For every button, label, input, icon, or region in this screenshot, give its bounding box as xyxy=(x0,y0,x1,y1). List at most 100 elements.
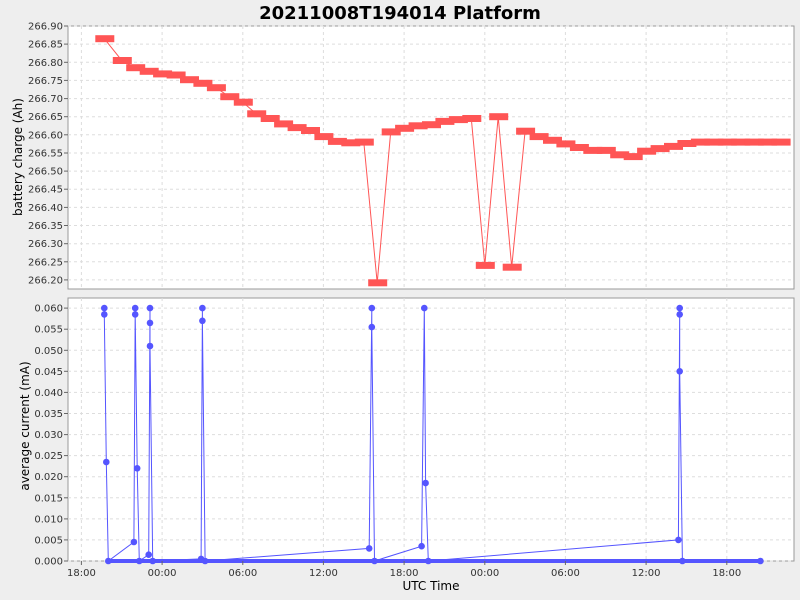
average-current-point xyxy=(368,304,376,312)
y-tick-label: 0.040 xyxy=(34,388,63,399)
battery-charge-point xyxy=(112,57,132,64)
battery-charge-point xyxy=(180,76,199,84)
x-tick-label: 18:00 xyxy=(390,568,419,579)
average-current-point xyxy=(676,311,683,318)
battery-charge-y-ticks: 266.20 266.25 266.30 266.35 266.40 266.45 266.… xyxy=(28,22,68,286)
battery-charge-point xyxy=(744,138,764,146)
y-tick-label: 266.40 xyxy=(28,203,63,214)
battery-charge-plot-area xyxy=(67,25,795,290)
y-tick-label: 0.045 xyxy=(34,367,63,378)
x-tick-label: 00:00 xyxy=(148,568,177,579)
battery-charge-point xyxy=(623,153,643,161)
battery-charge-panel: 266.20 266.25 266.30 266.35 266.40 266.45 266.… xyxy=(11,22,795,290)
average-current-point xyxy=(368,323,376,331)
battery-charge-point xyxy=(690,138,710,146)
average-current-point xyxy=(371,557,378,565)
battery-charge-point xyxy=(475,261,495,269)
x-axis-label: UTC Time xyxy=(403,579,460,593)
y-tick-label: 0.000 xyxy=(34,557,63,568)
y-tick-label: 0.050 xyxy=(34,346,63,357)
y-tick-label: 266.60 xyxy=(28,130,63,141)
x-tick-label: 18:00 xyxy=(67,568,96,579)
battery-charge-point xyxy=(368,279,388,287)
battery-charge-point xyxy=(758,138,778,146)
battery-charge-point xyxy=(341,139,361,147)
average-current-point xyxy=(425,557,432,565)
battery-charge-point xyxy=(569,144,589,151)
battery-charge-grid xyxy=(68,25,794,289)
battery-charge-point xyxy=(247,110,267,118)
y-tick-label: 266.55 xyxy=(28,149,63,160)
battery-charge-point xyxy=(327,137,347,145)
average-current-point xyxy=(146,342,154,350)
average-current-point xyxy=(757,557,764,565)
battery-charge-point xyxy=(274,120,294,128)
battery-charge-point xyxy=(193,79,213,87)
battery-charge-point xyxy=(664,142,683,150)
y-tick-label: 0.005 xyxy=(34,535,63,546)
battery-charge-y-axis-label: battery charge (Ah) xyxy=(11,98,25,216)
average-current-point xyxy=(101,311,108,318)
battery-charge-point xyxy=(516,127,536,135)
average-current-point xyxy=(676,368,683,375)
battery-charge-point xyxy=(489,113,509,121)
average-current-point xyxy=(676,304,683,312)
average-current-point xyxy=(679,557,686,565)
average-current-point xyxy=(146,304,154,312)
x-tick-label: 06:00 xyxy=(551,568,580,579)
y-tick-label: 266.70 xyxy=(28,94,63,105)
battery-charge-point xyxy=(206,84,226,92)
average-current-y-axis-label: average current (mA) xyxy=(18,361,32,490)
battery-charge-point xyxy=(126,64,146,72)
average-current-point xyxy=(421,304,428,312)
battery-charge-point xyxy=(395,124,415,132)
battery-charge-point xyxy=(502,263,522,271)
average-current-point xyxy=(145,551,152,558)
battery-charge-point xyxy=(529,133,549,141)
battery-charge-point xyxy=(287,124,307,132)
x-tick-label: 06:00 xyxy=(228,568,257,579)
y-tick-label: 0.030 xyxy=(34,430,63,441)
y-tick-label: 266.65 xyxy=(28,112,63,123)
average-current-point xyxy=(146,319,154,327)
average-current-point xyxy=(418,542,425,550)
average-current-series xyxy=(101,304,764,565)
y-tick-label: 266.80 xyxy=(28,58,63,69)
y-tick-label: 0.010 xyxy=(34,514,63,525)
battery-charge-point xyxy=(677,140,697,147)
average-current-point xyxy=(105,557,112,565)
average-current-point xyxy=(199,304,206,312)
battery-charge-point xyxy=(301,127,320,134)
y-tick-label: 266.85 xyxy=(28,40,63,51)
average-current-point xyxy=(201,557,209,565)
y-tick-label: 0.035 xyxy=(34,409,63,420)
average-current-point xyxy=(131,311,139,318)
battery-charge-point xyxy=(556,140,576,148)
y-tick-label: 266.50 xyxy=(28,167,63,178)
battery-charge-point xyxy=(408,122,428,130)
y-tick-label: 266.35 xyxy=(28,221,63,232)
x-tick-label: 12:00 xyxy=(632,568,661,579)
average-current-y-ticks: 0.000 0.005 0.010 0.015 0.020 0.025 0.030 0.035… xyxy=(34,304,68,568)
battery-charge-point xyxy=(166,71,186,79)
average-current-point xyxy=(675,536,682,544)
battery-charge-point xyxy=(637,147,657,155)
x-axis-ticks: 18:00 00:00 06:00 12:00 18:00 00:00 06:00 12:00… xyxy=(67,561,741,579)
y-tick-label: 266.75 xyxy=(28,76,63,87)
battery-charge-point xyxy=(771,138,791,146)
average-current-point xyxy=(130,538,138,546)
battery-charge-point xyxy=(448,116,468,124)
battery-charge-point xyxy=(95,35,115,43)
y-tick-label: 0.060 xyxy=(34,304,63,315)
average-current-plot-area xyxy=(67,297,795,562)
x-tick-label: 18:00 xyxy=(712,568,741,579)
battery-charge-point xyxy=(422,121,441,129)
battery-charge-point xyxy=(153,70,173,78)
battery-charge-point xyxy=(314,133,334,141)
battery-charge-point xyxy=(610,151,630,159)
battery-charge-point xyxy=(731,138,751,146)
average-current-point xyxy=(101,304,108,312)
average-current-panel: 0.000 0.005 0.010 0.015 0.020 0.025 0.030 0.035… xyxy=(18,297,795,568)
y-tick-label: 0.015 xyxy=(34,493,63,504)
battery-charge-point xyxy=(233,98,253,106)
